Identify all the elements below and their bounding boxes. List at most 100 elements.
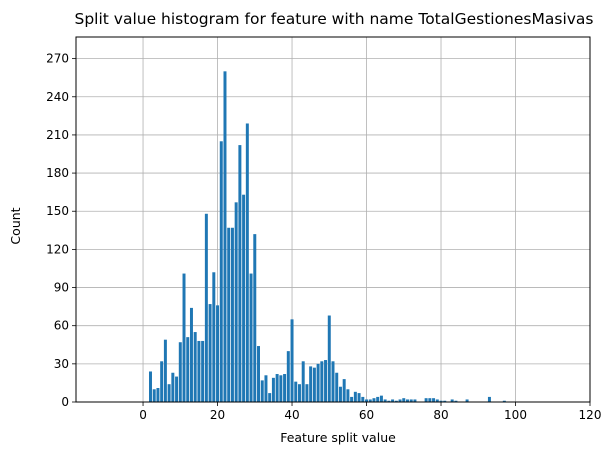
histogram-bar [301,361,305,402]
histogram-bar [178,342,182,402]
x-tick-label: 20 [210,408,225,422]
histogram-bar [290,319,294,402]
grid-lines [76,37,591,403]
x-tick-label: 40 [284,408,299,422]
histogram-bar [227,227,231,402]
histogram-bar [149,371,152,402]
histogram-bar [297,384,301,402]
histogram-bar [424,398,428,402]
histogram-bar [368,399,372,402]
histogram-bar [432,398,436,402]
histogram-bar [260,380,264,402]
histogram-bar [238,145,242,402]
histogram-bar [156,388,160,402]
histogram-bar [331,361,335,402]
histogram-bar [171,372,175,402]
histogram-bar [264,375,268,402]
histogram-bar [245,123,249,402]
histogram-bar [163,339,167,402]
histogram-bar [465,399,469,402]
histogram-bar [346,389,350,402]
histogram-bar [372,398,376,402]
x-axis-label: Feature split value [280,430,396,445]
x-tick-label: 60 [359,408,374,422]
histogram-bar [257,346,260,402]
histogram-bar [230,227,234,402]
histogram-bar [283,374,287,402]
y-tick-label: 180 [46,166,69,180]
histogram-bar [327,315,331,402]
histogram-bar [242,194,246,402]
histogram-bar [152,389,156,402]
histogram-bar [413,399,417,402]
y-tick-label: 0 [61,395,69,409]
histogram-bar [398,399,402,402]
x-tick-label: 100 [504,408,527,422]
histogram-bar [193,332,197,402]
histogram-bar [309,366,313,402]
histogram-bar [350,396,354,402]
histogram-bar [279,375,283,402]
histogram-bar [409,399,413,402]
histogram-bar [443,400,447,402]
histogram-bar [391,399,395,402]
histogram-bar [305,384,309,402]
y-tick-label: 30 [54,357,69,371]
histogram-bar [353,391,357,402]
histogram-bar [487,396,491,402]
histogram-bar [286,351,290,402]
x-tick-label: 120 [579,408,601,422]
histogram-bar [383,399,387,402]
histogram-bar [249,273,253,402]
histogram-bar [365,399,369,402]
histogram-bar [402,398,406,402]
histogram-bar [454,400,458,402]
plot-frame [75,36,591,403]
histogram-bar [406,399,409,402]
y-tick-label: 150 [46,204,69,218]
histogram-bar [275,374,279,402]
histogram-bar [167,384,171,402]
histogram-bar [175,376,179,402]
histogram-bar [182,273,186,402]
histogram-bar [502,400,506,402]
histogram-bar [223,71,227,402]
y-tick-label: 210 [46,128,69,142]
bars [149,71,506,403]
histogram-bar [208,304,212,402]
histogram-bar [186,337,190,402]
histogram-bar [439,400,443,402]
histogram-bar [428,398,432,402]
histogram-bar [197,340,201,402]
histogram-bar [450,399,454,402]
chart-title: Split value histogram for feature with n… [74,10,593,28]
histogram-bar [387,400,391,402]
histogram-bar [316,363,320,402]
histogram-bar [234,202,238,402]
histogram-bar [216,305,220,402]
histogram-bar [212,272,216,402]
histogram-bar [201,340,205,402]
histogram-bar [335,372,339,402]
x-tick-label: 0 [139,408,147,422]
histogram-bar [379,395,383,402]
histogram-bar [394,400,398,402]
histogram-bar [219,141,223,403]
histogram-bar [376,396,380,402]
histogram-bar [320,361,324,402]
y-tick-label: 60 [54,319,69,333]
histogram-bar [253,234,257,402]
histogram-bar [338,386,342,402]
histogram-bar [342,379,346,402]
histogram-bar [435,399,439,402]
y-tick-label: 90 [54,281,69,295]
histogram-bar [357,393,361,402]
y-tick-label: 270 [46,52,69,66]
y-axis-label: Count [8,207,23,244]
histogram-bar [268,393,272,402]
y-tick-label: 120 [46,242,69,256]
histogram-bar [271,377,275,402]
histogram-bar [294,381,298,402]
histogram-bar [324,360,328,402]
